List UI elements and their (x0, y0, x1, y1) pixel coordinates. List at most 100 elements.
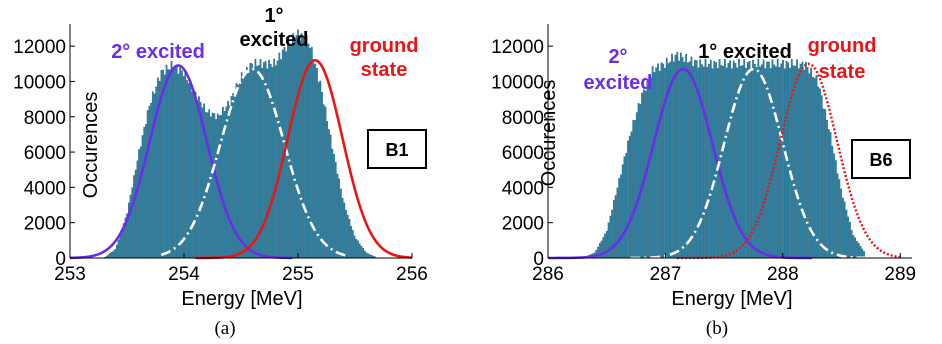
histogram-bars (104, 29, 378, 259)
y-tick-label: 4000 (502, 178, 544, 199)
histogram-bar (637, 102, 640, 259)
histogram-bar (780, 63, 783, 259)
histogram-bar (720, 65, 723, 259)
histogram-bar (686, 62, 689, 259)
histogram-bar (252, 67, 255, 259)
histogram-bar (228, 105, 231, 259)
histogram-bar (345, 210, 347, 259)
histogram-bar (806, 67, 809, 259)
histogram-bar (706, 67, 709, 259)
histogram-bar (625, 152, 628, 259)
histogram-bar (845, 209, 848, 259)
histogram-bar (805, 61, 807, 259)
histogram-bar (694, 60, 696, 259)
histogram-bar (776, 58, 779, 259)
histogram-bar (658, 70, 661, 259)
histogram-bar (324, 106, 327, 259)
x-tick-label: 287 (650, 264, 682, 285)
panel-caption: (a) (214, 318, 235, 339)
histogram-bar (796, 59, 798, 259)
y-tick-label: 10000 (13, 72, 66, 93)
histogram-bar (199, 102, 202, 259)
histogram-bar (857, 243, 860, 259)
histogram-bar (131, 187, 134, 259)
histogram-bar (239, 81, 241, 259)
histogram-bar (783, 68, 786, 259)
histogram-bar (186, 80, 188, 259)
histogram-bar (750, 68, 753, 259)
histogram-bar (827, 129, 830, 259)
y-tick-label: 0 (55, 249, 66, 270)
histogram-bar (163, 74, 166, 259)
ground-state-fit-curve (195, 58, 413, 260)
histogram-bar (815, 75, 818, 259)
panel-tag-label: B6 (869, 150, 892, 170)
histogram-bar (340, 188, 342, 259)
histogram-bar (660, 62, 663, 259)
histogram-bar (351, 230, 354, 259)
histogram-bar (240, 72, 243, 259)
histogram-bar (288, 43, 291, 259)
histogram-bar (755, 67, 758, 259)
histogram-bar (182, 76, 185, 259)
histogram-bar (293, 41, 296, 259)
second-excited-fit-curve (547, 67, 813, 260)
histogram-bar (759, 66, 761, 259)
histogram-bar (819, 88, 821, 259)
histogram-bar (309, 47, 311, 259)
panel-tag-box (851, 139, 911, 179)
series-annotation: state (819, 61, 866, 83)
histogram-bar (346, 214, 349, 259)
histogram-bar (338, 178, 341, 259)
histogram-bar (790, 59, 793, 259)
histogram-bar (778, 67, 781, 259)
histogram-bar (276, 60, 279, 259)
histogram-bar (602, 237, 605, 259)
histogram-bar (764, 68, 767, 259)
histogram-bar (834, 160, 837, 259)
histogram-bar (665, 57, 668, 259)
y-tick-label: 8000 (502, 108, 544, 129)
first-excited-fit-curve (160, 67, 350, 258)
histogram-bar (803, 69, 806, 259)
histogram-bar (210, 116, 212, 259)
histogram-bar (607, 222, 610, 259)
histogram-bar (341, 198, 344, 259)
histogram-bar (254, 58, 257, 259)
histogram-bar (139, 146, 142, 259)
histogram-bar (215, 119, 217, 259)
histogram-bar (745, 67, 747, 259)
histogram-bar (112, 250, 115, 259)
ground-state-fit-curve (677, 62, 901, 260)
histogram-bar (256, 65, 258, 259)
histogram-bar (167, 69, 170, 259)
histogram-bar (623, 156, 626, 259)
histogram-bar (662, 63, 665, 259)
histogram-bar (650, 77, 652, 259)
histogram-bar (672, 61, 675, 259)
histogram-bar (718, 59, 721, 259)
histogram-bar (679, 52, 682, 259)
histogram-bar (355, 239, 358, 259)
histogram-bar (639, 104, 642, 259)
histogram-bar (829, 132, 832, 259)
histogram-bar (736, 67, 739, 259)
histogram-bar (605, 230, 608, 259)
histogram-bar (196, 100, 199, 259)
histogram-bar (177, 73, 180, 259)
histogram-bar (290, 43, 293, 259)
histogram-bar (363, 250, 366, 259)
histogram-bar (732, 60, 735, 259)
histogram-bar (620, 174, 622, 259)
histogram-bar (145, 124, 147, 259)
histogram-bar (116, 244, 118, 259)
histogram-bar (628, 135, 631, 259)
histogram-bar (179, 67, 182, 259)
histogram-bar (232, 93, 235, 259)
histogram-bar (797, 68, 800, 259)
histogram-bar (678, 60, 680, 259)
histogram-bar (683, 61, 686, 259)
y-tick-label: 6000 (24, 143, 66, 164)
histogram-bar (191, 91, 193, 259)
y-tick-label: 2000 (502, 214, 544, 235)
